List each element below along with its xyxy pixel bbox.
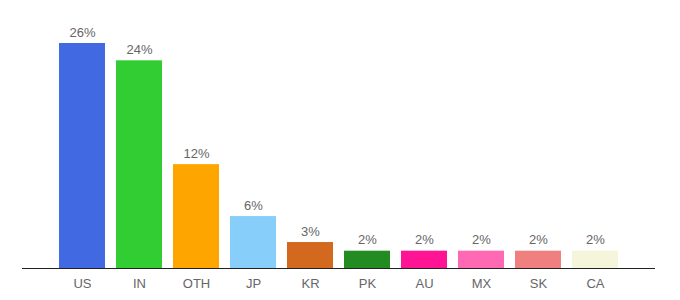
svg-text:6%: 6% (244, 198, 263, 213)
svg-text:OTH: OTH (183, 276, 210, 291)
svg-text:3%: 3% (301, 224, 320, 239)
svg-text:26%: 26% (69, 25, 95, 40)
svg-text:24%: 24% (126, 42, 152, 57)
svg-text:CA: CA (586, 276, 604, 291)
svg-text:MX: MX (472, 276, 492, 291)
svg-text:JP: JP (246, 276, 261, 291)
svg-text:2%: 2% (472, 232, 491, 247)
svg-text:12%: 12% (183, 146, 209, 161)
svg-text:US: US (73, 276, 91, 291)
svg-text:KR: KR (301, 276, 319, 291)
svg-text:PK: PK (359, 276, 377, 291)
svg-text:2%: 2% (415, 232, 434, 247)
svg-text:2%: 2% (586, 232, 605, 247)
svg-text:SK: SK (530, 276, 548, 291)
svg-text:IN: IN (133, 276, 146, 291)
svg-text:AU: AU (415, 276, 433, 291)
svg-text:2%: 2% (358, 232, 377, 247)
svg-text:2%: 2% (529, 232, 548, 247)
